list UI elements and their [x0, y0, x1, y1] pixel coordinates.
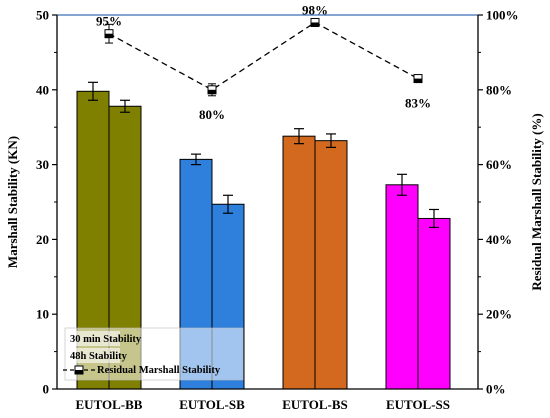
x-label-eutol-bb: EUTOL-BB — [76, 397, 143, 412]
y2-tick-label-3: 60% — [486, 157, 512, 172]
residual-label-1: 80% — [199, 107, 225, 122]
residual-marker-fill-0 — [105, 33, 113, 38]
residual-line-layer: 95% 80% 98% 83% — [96, 2, 431, 121]
bar-eutol-ss-48h — [417, 217, 451, 390]
y-axis-title: Marshall Stability (KN) — [5, 136, 20, 268]
y2-tick-label-0: 0% — [486, 382, 506, 397]
legend: 30 min Stability 48h Stability Residual … — [63, 327, 244, 381]
residual-marker-fill-2 — [311, 22, 319, 27]
bar-eutol-ss-30min — [385, 184, 419, 390]
y-tick-label-10: 10 — [36, 307, 49, 322]
x-label-eutol-sb: EUTOL-SB — [179, 397, 245, 412]
legend-label-30min: 30 min Stability — [70, 334, 142, 345]
y2-tick-label-2: 40% — [486, 232, 512, 247]
y2-tick-label-5: 100% — [486, 8, 519, 23]
y-tick-label-0: 0 — [43, 382, 50, 397]
bar-eutol-bs-30min — [282, 135, 316, 390]
axes: 0 10 20 30 40 50 0% 20% 40% 60% 80% 100% EUTOL-BB EUT… — [5, 8, 544, 413]
error-bars — [88, 81, 439, 229]
residual-label-3: 83% — [405, 96, 431, 111]
y-tick-label-40: 40 — [36, 82, 49, 97]
legend-label-48h: 48h Stability — [70, 351, 128, 362]
y2-tick-label-4: 80% — [486, 82, 512, 97]
y2-axis-title: Residual Marshall Stability (%) — [529, 113, 544, 290]
residual-marker-fill-1 — [208, 89, 216, 94]
legend-swatch-30min — [68, 331, 120, 346]
bar-eutol-bs-48h — [314, 140, 348, 390]
legend-swatch-48h — [68, 348, 120, 363]
x-label-eutol-bs: EUTOL-BS — [282, 397, 348, 412]
legend-label-residual: Residual Marshall Stability — [97, 365, 221, 376]
y-tick-label-30: 30 — [36, 157, 49, 172]
residual-label-0: 95% — [96, 14, 122, 29]
legend-marker-sample-fill — [75, 370, 83, 374]
y-tick-label-50: 50 — [36, 8, 49, 23]
residual-label-2: 98% — [302, 2, 328, 17]
residual-line — [108, 21, 419, 91]
residual-marker-fill-3 — [414, 78, 422, 83]
y2-tick-label-1: 20% — [486, 307, 512, 322]
y-tick-label-20: 20 — [36, 232, 49, 247]
x-label-eutol-ss: EUTOL-SS — [386, 397, 450, 412]
